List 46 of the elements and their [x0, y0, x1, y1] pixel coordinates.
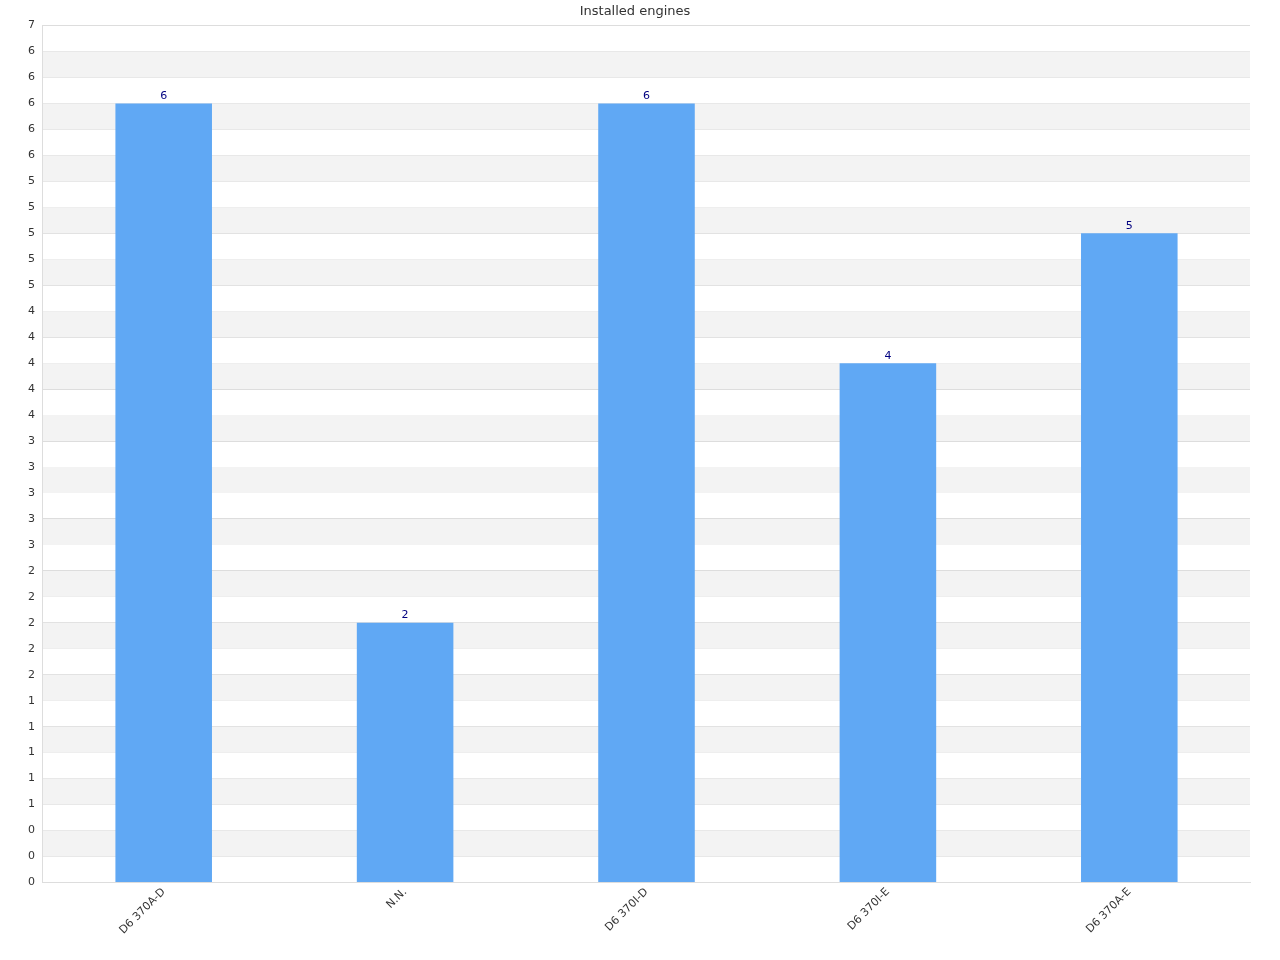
y-tick-label: 4	[28, 330, 35, 344]
data-label: 6	[160, 88, 168, 102]
y-tick-label: 1	[28, 797, 35, 811]
data-label: 5	[1125, 218, 1133, 232]
y-tick-label: 1	[28, 693, 35, 707]
y-tick-label: 5	[28, 252, 35, 266]
y-tick-label: 2	[28, 667, 35, 681]
y-tick-label: 5	[28, 278, 35, 292]
y-tick-label: 7	[28, 18, 35, 32]
data-label: 6	[643, 88, 650, 102]
y-tick-label: 6	[28, 44, 35, 58]
y-tick-label: 1	[28, 745, 35, 759]
y-tick-label: 2	[28, 589, 35, 603]
y-tick-label: 6	[28, 148, 35, 162]
bar	[115, 103, 212, 882]
y-tick-label: 3	[28, 511, 35, 525]
y-tick-label: 5	[28, 200, 35, 214]
y-tick-label: 4	[28, 381, 35, 395]
y-tick-label: 3	[28, 485, 35, 499]
y-tick-label: 0	[28, 875, 35, 889]
bar	[1081, 233, 1178, 882]
y-tick-label: 2	[28, 641, 35, 655]
chart-title: Installed engines	[579, 3, 691, 19]
y-tick-label: 3	[28, 433, 35, 447]
bar	[839, 363, 937, 882]
y-tick-label: 2	[28, 615, 35, 629]
y-tick-label: 0	[28, 823, 35, 837]
y-tick-label: 3	[28, 459, 35, 473]
y-tick-label: 4	[28, 407, 35, 421]
y-tick-label: 5	[28, 174, 35, 188]
bar	[598, 103, 695, 882]
y-tick-label: 5	[28, 226, 35, 240]
data-label: 2	[401, 608, 409, 622]
data-label: 4	[884, 348, 892, 362]
y-tick-label: 6	[28, 96, 35, 110]
y-tick-label: 6	[28, 70, 35, 84]
bar	[356, 622, 454, 882]
y-tick-label: 1	[28, 719, 35, 733]
y-tick-label: 3	[28, 537, 35, 551]
y-tick-label: 2	[28, 563, 35, 577]
y-tick-label: 1	[28, 771, 35, 785]
y-tick-label: 0	[28, 849, 35, 863]
x-tick-label: N.N.	[383, 885, 410, 911]
y-tick-label: 4	[28, 304, 35, 318]
y-tick-label: 4	[28, 356, 35, 370]
y-tick-label: 6	[28, 122, 35, 136]
